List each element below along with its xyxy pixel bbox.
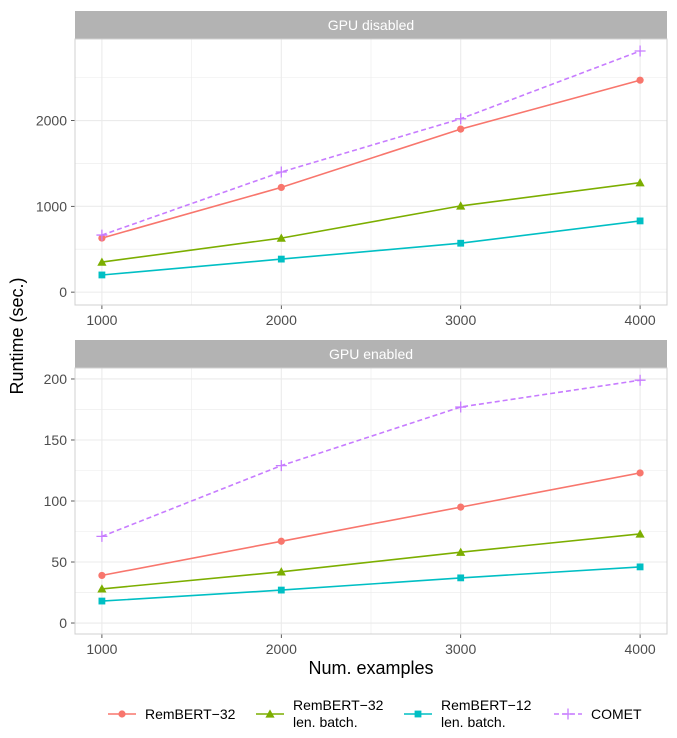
- legend-key-marker: [118, 710, 126, 718]
- data-point: [96, 530, 108, 542]
- data-point: [456, 201, 466, 210]
- series-rembert-12-len-batch: [98, 217, 644, 279]
- legend-item-rembert-32: RemBERT−32: [108, 706, 236, 722]
- x-tick-label: 1000: [86, 312, 117, 328]
- panel-border: [74, 38, 668, 306]
- y-tick-label: 0: [59, 284, 67, 300]
- data-point: [277, 586, 285, 594]
- legend-key-marker: [562, 708, 574, 720]
- series-line: [101, 566, 641, 602]
- series-rembert-32: [98, 469, 644, 580]
- series-line: [101, 50, 641, 236]
- legend-item-rembert-32-len-batch: RemBERT−32 len. batch.: [256, 697, 384, 730]
- legend: RemBERT−32 RemBERT−32 len. batch. RemBERT−1…: [108, 697, 642, 730]
- data-point: [456, 547, 466, 556]
- legend-label: RemBERT−12 len. batch.: [441, 697, 532, 730]
- y-tick-label: 1000: [36, 198, 67, 214]
- data-point: [98, 571, 106, 580]
- data-point: [636, 469, 644, 477]
- panel-gpu-enabled: GPU enabled 0 50 100 150 200 1000 2000 3000 4000: [44, 340, 668, 657]
- data-point: [98, 597, 106, 605]
- series-line: [101, 79, 641, 239]
- x-tick-label: 4000: [625, 641, 656, 657]
- legend-item-comet: COMET: [554, 706, 642, 722]
- data-point: [277, 255, 285, 263]
- series-rembert-32-len-batch: [97, 178, 645, 266]
- legend-item-rembert-12-len-batch: RemBERT−12 len. batch.: [404, 697, 532, 730]
- legend-label: COMET: [591, 706, 642, 722]
- data-point: [275, 460, 287, 472]
- data-point: [97, 257, 107, 266]
- legend-label: RemBERT−32: [145, 706, 236, 722]
- data-point: [635, 529, 645, 538]
- facet-strip-label: GPU disabled: [328, 17, 414, 33]
- data-point: [455, 401, 467, 413]
- x-axis-title: Num. examples: [308, 658, 433, 678]
- series-rembert-32-len-batch: [97, 529, 645, 593]
- data-point: [457, 503, 465, 511]
- legend-label: RemBERT−32 len. batch.: [293, 697, 384, 730]
- data-point: [455, 113, 467, 125]
- data-point: [98, 271, 106, 279]
- series-line: [101, 181, 641, 263]
- series-line: [101, 472, 641, 577]
- data-point: [635, 178, 645, 187]
- data-point: [96, 229, 108, 241]
- x-tick-label: 3000: [445, 641, 476, 657]
- data-point: [457, 125, 465, 133]
- x-tick-label: 3000: [445, 312, 476, 328]
- series-line: [101, 533, 641, 590]
- y-tick-label: 150: [44, 432, 68, 448]
- data-point: [277, 183, 285, 192]
- panel-gpu-disabled: GPU disabled 0 1000 2000 1000 2000 3000 4000: [36, 11, 668, 328]
- legend-key-marker: [265, 709, 275, 718]
- facet-strip: [75, 11, 667, 39]
- series-rembert-32: [98, 76, 644, 242]
- series-comet: [96, 45, 646, 241]
- y-tick-label: 2000: [36, 113, 67, 129]
- data-point: [636, 217, 644, 225]
- data-point: [634, 45, 646, 57]
- series-rembert-12-len-batch: [98, 563, 644, 605]
- data-point: [276, 567, 286, 576]
- data-point: [277, 537, 285, 545]
- series-line: [101, 379, 641, 538]
- data-point: [636, 76, 644, 84]
- y-axis-title: Runtime (sec.): [7, 277, 27, 394]
- legend-key-marker: [414, 710, 422, 718]
- y-tick-label: 100: [44, 493, 68, 509]
- y-tick-label: 50: [51, 554, 67, 570]
- facet-strip-label: GPU enabled: [329, 346, 413, 362]
- y-tick-label: 0: [59, 615, 67, 631]
- data-point: [457, 239, 465, 247]
- panel-border: [74, 367, 668, 635]
- data-point: [634, 374, 646, 386]
- x-tick-label: 2000: [266, 312, 297, 328]
- series-line: [101, 220, 641, 276]
- facet-strip: [75, 340, 667, 368]
- data-point: [97, 584, 107, 593]
- data-point: [275, 166, 287, 178]
- x-tick-label: 1000: [86, 641, 117, 657]
- series-comet: [96, 374, 646, 542]
- data-point: [276, 233, 286, 242]
- x-tick-label: 4000: [625, 312, 656, 328]
- data-point: [457, 574, 465, 582]
- x-tick-label: 2000: [266, 641, 297, 657]
- y-tick-label: 200: [44, 371, 68, 387]
- data-point: [636, 563, 644, 571]
